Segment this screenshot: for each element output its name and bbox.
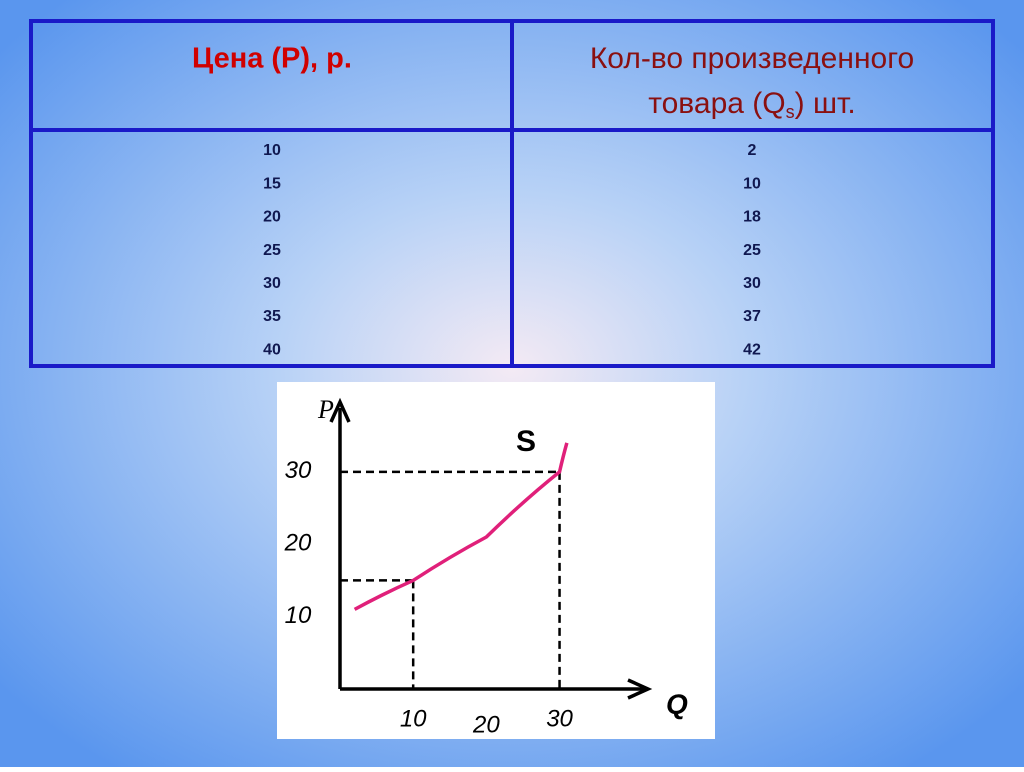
table-cell: 42 xyxy=(743,341,761,358)
curve-label: S xyxy=(516,425,536,458)
table-cell: 35 xyxy=(263,308,281,325)
table-cell: 30 xyxy=(263,275,281,292)
table-cell: 20 xyxy=(263,209,281,226)
table-cell: 18 xyxy=(743,209,761,226)
graph: P Q 10 20 30 10 20 30 S xyxy=(284,395,688,738)
y-tick-label: 20 xyxy=(284,530,312,557)
x-tick-label: 10 xyxy=(400,705,427,732)
table-cell: 25 xyxy=(263,242,281,259)
header-text: ) шт. xyxy=(795,87,856,120)
y-axis-label: P xyxy=(317,395,334,424)
graph-panel xyxy=(277,382,715,739)
header-text: товара (Q xyxy=(648,87,785,120)
x-tick-label: 30 xyxy=(546,705,573,732)
x-arrow xyxy=(627,678,653,700)
table: Цена (Р), р. Кол-во произведенного товар… xyxy=(29,19,995,368)
supply-curve xyxy=(353,442,569,611)
y-arrow xyxy=(329,397,351,423)
table-cell: 30 xyxy=(743,275,761,292)
table-cell: 15 xyxy=(263,175,281,192)
header-cell: товара (Qs) шт. xyxy=(648,87,856,122)
y-tick-label: 30 xyxy=(285,457,312,484)
x-tick-label: 20 xyxy=(472,711,500,738)
table-cell: 37 xyxy=(743,308,761,325)
table-cell: 10 xyxy=(263,142,281,159)
header-cell: Цена (Р), р. xyxy=(192,43,352,75)
y-tick-label: 10 xyxy=(285,602,312,629)
x-axis-label: Q xyxy=(666,688,688,719)
table-cell: 2 xyxy=(748,142,757,159)
header-cell: Кол-во произведенного xyxy=(590,42,914,75)
table-cell: 10 xyxy=(743,175,761,192)
table-cell: 25 xyxy=(743,242,761,259)
subscript: s xyxy=(786,102,795,122)
table-cell: 40 xyxy=(263,341,281,358)
